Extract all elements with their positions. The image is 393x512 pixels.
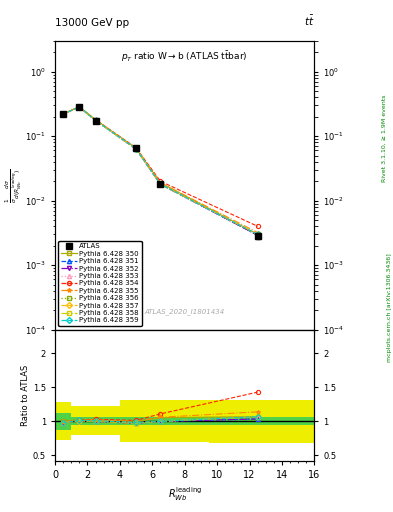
Y-axis label: $\frac{1}{\sigma}\frac{d\sigma}{d(R_{Wb}^{leading})}$: $\frac{1}{\sigma}\frac{d\sigma}{d(R_{Wb}… [4,168,24,203]
Legend: ATLAS, Pythia 6.428 350, Pythia 6.428 351, Pythia 6.428 352, Pythia 6.428 353, P: ATLAS, Pythia 6.428 350, Pythia 6.428 35… [59,241,142,326]
X-axis label: $R_{Wb}^{\mathrm{leading}}$: $R_{Wb}^{\mathrm{leading}}$ [168,485,202,503]
Text: Rivet 3.1.10, ≥ 1.9M events: Rivet 3.1.10, ≥ 1.9M events [382,95,387,182]
Y-axis label: Ratio to ATLAS: Ratio to ATLAS [21,365,30,426]
Text: mcplots.cern.ch [arXiv:1306.3436]: mcplots.cern.ch [arXiv:1306.3436] [387,253,392,361]
Text: $p_T$ ratio W$\rightarrow$b (ATLAS t$\bar{\mathrm{t}}$bar): $p_T$ ratio W$\rightarrow$b (ATLAS t$\ba… [121,50,248,65]
Text: ATLAS_2020_I1801434: ATLAS_2020_I1801434 [145,308,225,315]
Text: $t\bar{t}$: $t\bar{t}$ [304,14,314,28]
Text: 13000 GeV pp: 13000 GeV pp [55,18,129,28]
